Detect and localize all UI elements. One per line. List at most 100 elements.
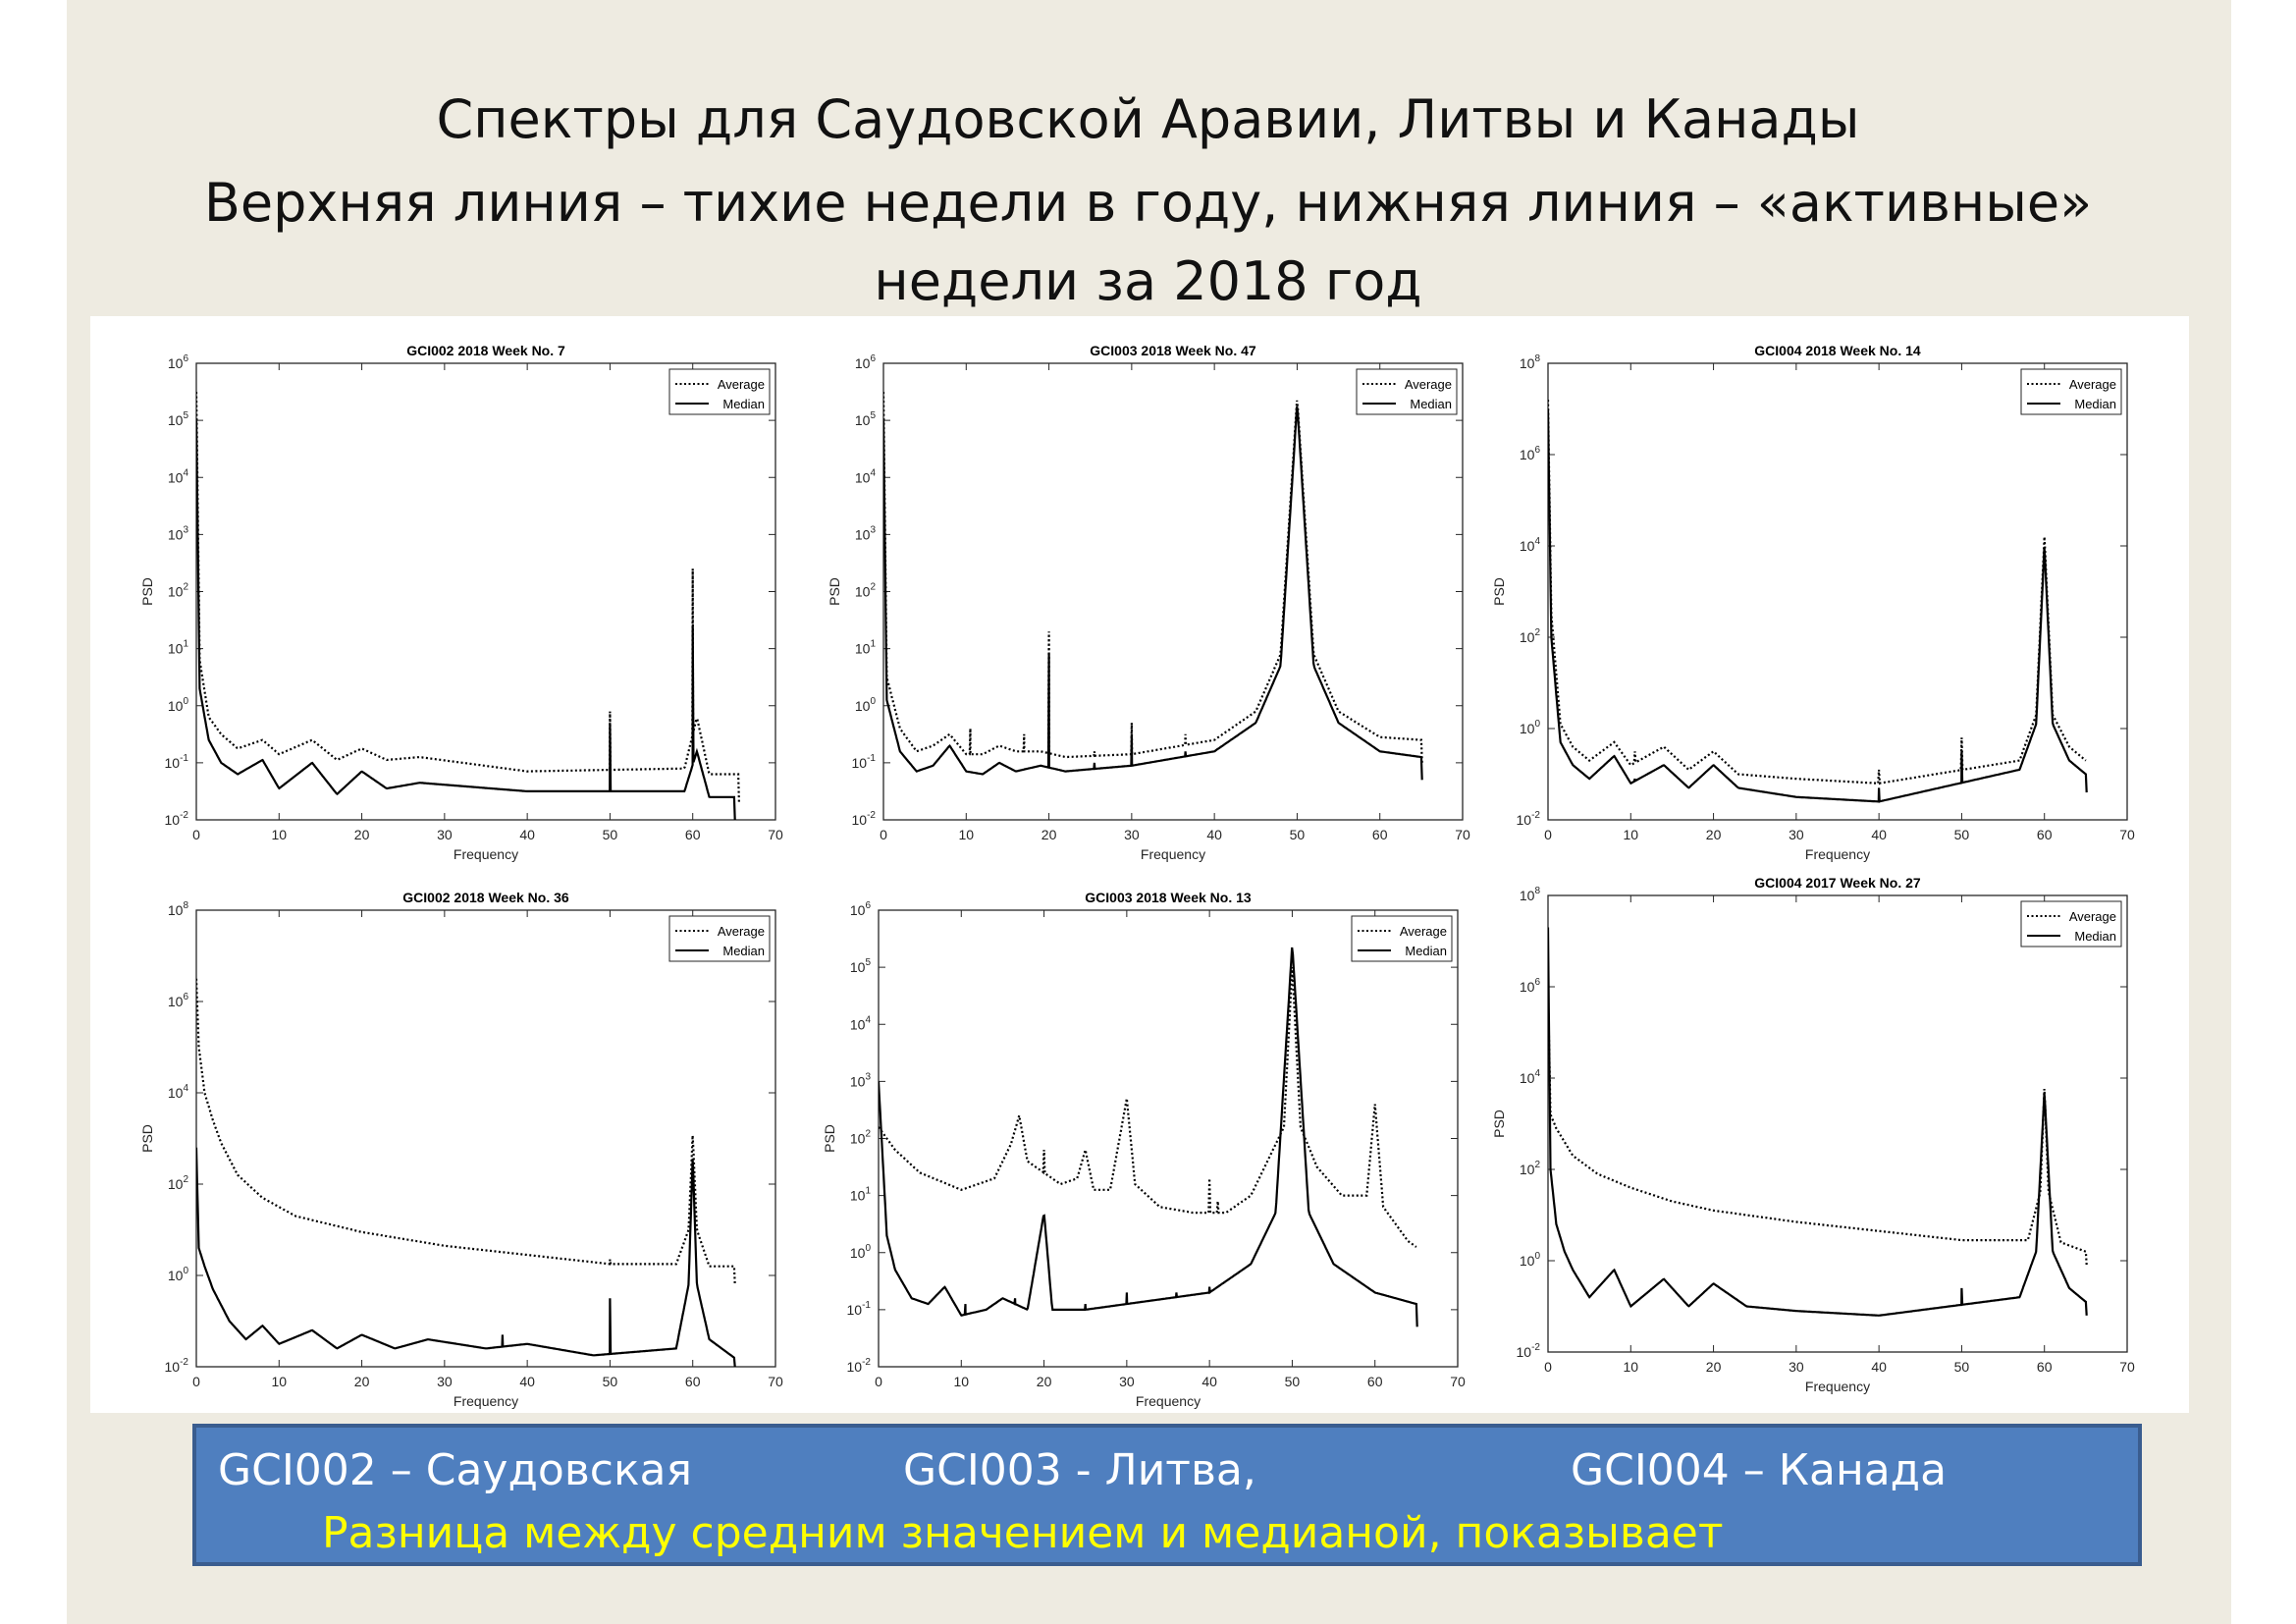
- legend: Average Median: [2020, 368, 2122, 415]
- y-tick-label: 105: [168, 410, 189, 428]
- x-tick-label: 60: [2037, 1359, 2053, 1375]
- series-line-median: [883, 406, 1423, 781]
- legend-label-median: Median: [1405, 944, 1447, 958]
- axes-frame: [195, 909, 776, 1368]
- x-tick-label: 10: [1623, 827, 1638, 842]
- x-tick-label: 50: [603, 827, 618, 842]
- slide-title-line-1: Спектры для Саудовской Аравии, Литвы и К…: [436, 88, 1860, 150]
- x-tick-label: 30: [437, 1374, 453, 1389]
- x-axis-label: Frequency: [454, 846, 518, 862]
- legend: Average Median: [1356, 368, 1458, 415]
- series-line-average: [1548, 400, 2087, 785]
- legend-box: [1356, 368, 1458, 415]
- legend-label-median: Median: [2074, 929, 2116, 944]
- x-tick-label: 50: [1954, 1359, 1970, 1375]
- chart-gci002-week36: GCI002 2018 Week No. 36 0 10 20 30 40 50 60 70 Fr…: [139, 890, 783, 1409]
- x-tick-label: 0: [880, 827, 887, 842]
- x-tick-label: 60: [2037, 827, 2053, 842]
- series-line-median: [1548, 927, 2088, 1317]
- x-tick-label: 10: [1623, 1359, 1638, 1375]
- x-tick-label: 60: [685, 827, 701, 842]
- y-tick-label: 108: [1520, 886, 1541, 903]
- x-tick-label: 70: [2119, 1359, 2135, 1375]
- x-tick-label: 10: [953, 1374, 969, 1389]
- y-tick-label: 10-2: [852, 810, 877, 828]
- y-tick-label: 10-2: [1517, 810, 1541, 828]
- legend-label-average: Average: [1400, 924, 1447, 939]
- legend: Average Median: [2020, 900, 2122, 947]
- chart-gci002-week7: GCI002 2018 Week No. 7 0 10 20 30 40 50 60 70 Fre…: [139, 343, 783, 862]
- y-tick-label: 102: [1520, 627, 1541, 645]
- series-line-average: [196, 978, 736, 1285]
- series-line-average: [1548, 986, 2088, 1266]
- y-tick-label: 10-2: [1517, 1342, 1541, 1360]
- y-tick-label: 104: [1520, 1068, 1541, 1086]
- y-tick-label: 106: [1520, 977, 1541, 995]
- x-axis-label: Frequency: [1141, 846, 1205, 862]
- y-tick-label: 10-2: [165, 810, 189, 828]
- y-axis-label: PSD: [1491, 577, 1507, 606]
- y-tick-label: 106: [168, 353, 189, 371]
- series-line-median: [1548, 408, 2088, 803]
- x-tick-label: 30: [437, 827, 453, 842]
- x-tick-label: 50: [1954, 827, 1970, 842]
- axes-frame: [1547, 362, 2128, 821]
- chart-title: GCI004 2017 Week No. 27: [1754, 875, 1921, 891]
- y-tick-label: 100: [1520, 719, 1541, 736]
- y-axis-label: PSD: [139, 1124, 155, 1153]
- x-tick-label: 0: [1544, 1359, 1552, 1375]
- y-axis-label: PSD: [822, 1124, 837, 1153]
- y-tick-label: 100: [168, 696, 189, 714]
- axes-frame: [195, 362, 776, 821]
- legend-box: [668, 368, 771, 415]
- x-tick-label: 40: [519, 1374, 535, 1389]
- y-tick-label: 102: [850, 1129, 872, 1147]
- axes-frame: [878, 909, 1459, 1368]
- x-tick-label: 40: [1201, 1374, 1217, 1389]
- x-tick-label: 40: [1871, 1359, 1887, 1375]
- x-tick-label: 30: [1119, 1374, 1135, 1389]
- station-label-gci002: GCI002 – Саудовская: [218, 1445, 692, 1495]
- legend-label-average: Average: [718, 924, 765, 939]
- series-line-median: [879, 947, 1418, 1327]
- y-tick-label: 102: [168, 1174, 189, 1192]
- x-tick-label: 0: [192, 827, 200, 842]
- x-tick-label: 20: [1706, 1359, 1722, 1375]
- footer-note: Разница между средним значением и медиан…: [322, 1508, 1724, 1558]
- y-tick-label: 104: [1520, 536, 1541, 554]
- x-tick-label: 60: [685, 1374, 701, 1389]
- x-tick-label: 20: [1037, 1374, 1052, 1389]
- x-tick-label: 30: [1789, 827, 1804, 842]
- x-tick-label: 30: [1789, 1359, 1804, 1375]
- y-axis-label: PSD: [139, 577, 155, 606]
- legend-box: [1351, 915, 1453, 962]
- legend-box: [2020, 900, 2122, 947]
- y-tick-label: 105: [855, 410, 877, 428]
- chart-title: GCI003 2018 Week No. 47: [1090, 343, 1256, 358]
- x-tick-label: 40: [1206, 827, 1222, 842]
- series-line-average: [879, 967, 1417, 1248]
- x-axis-label: Frequency: [454, 1393, 518, 1409]
- x-tick-label: 60: [1367, 1374, 1383, 1389]
- y-tick-label: 102: [1520, 1160, 1541, 1177]
- x-tick-label: 0: [1544, 827, 1552, 842]
- y-tick-label: 10-1: [852, 753, 877, 771]
- y-tick-label: 103: [850, 1071, 872, 1089]
- plot-area: [878, 909, 1459, 1368]
- axes-frame: [882, 362, 1464, 821]
- x-tick-label: 50: [603, 1374, 618, 1389]
- x-tick-label: 40: [1871, 827, 1887, 842]
- y-tick-label: 108: [168, 900, 189, 918]
- legend-label-median: Median: [1410, 397, 1452, 411]
- y-tick-label: 104: [168, 1083, 189, 1101]
- legend-label-average: Average: [718, 377, 765, 392]
- station-label-gci003: GCI003 - Литва,: [903, 1445, 1256, 1495]
- x-tick-label: 70: [1455, 827, 1470, 842]
- legend-label-median: Median: [722, 944, 765, 958]
- legend-label-average: Average: [2069, 377, 2116, 392]
- y-tick-label: 103: [168, 524, 189, 542]
- chart-title: GCI002 2018 Week No. 7: [406, 343, 565, 358]
- legend: Average Median: [668, 915, 771, 962]
- slide-title-line-2: Верхняя линия – тихие недели в году, ниж…: [203, 172, 2093, 234]
- legend: Average Median: [668, 368, 771, 415]
